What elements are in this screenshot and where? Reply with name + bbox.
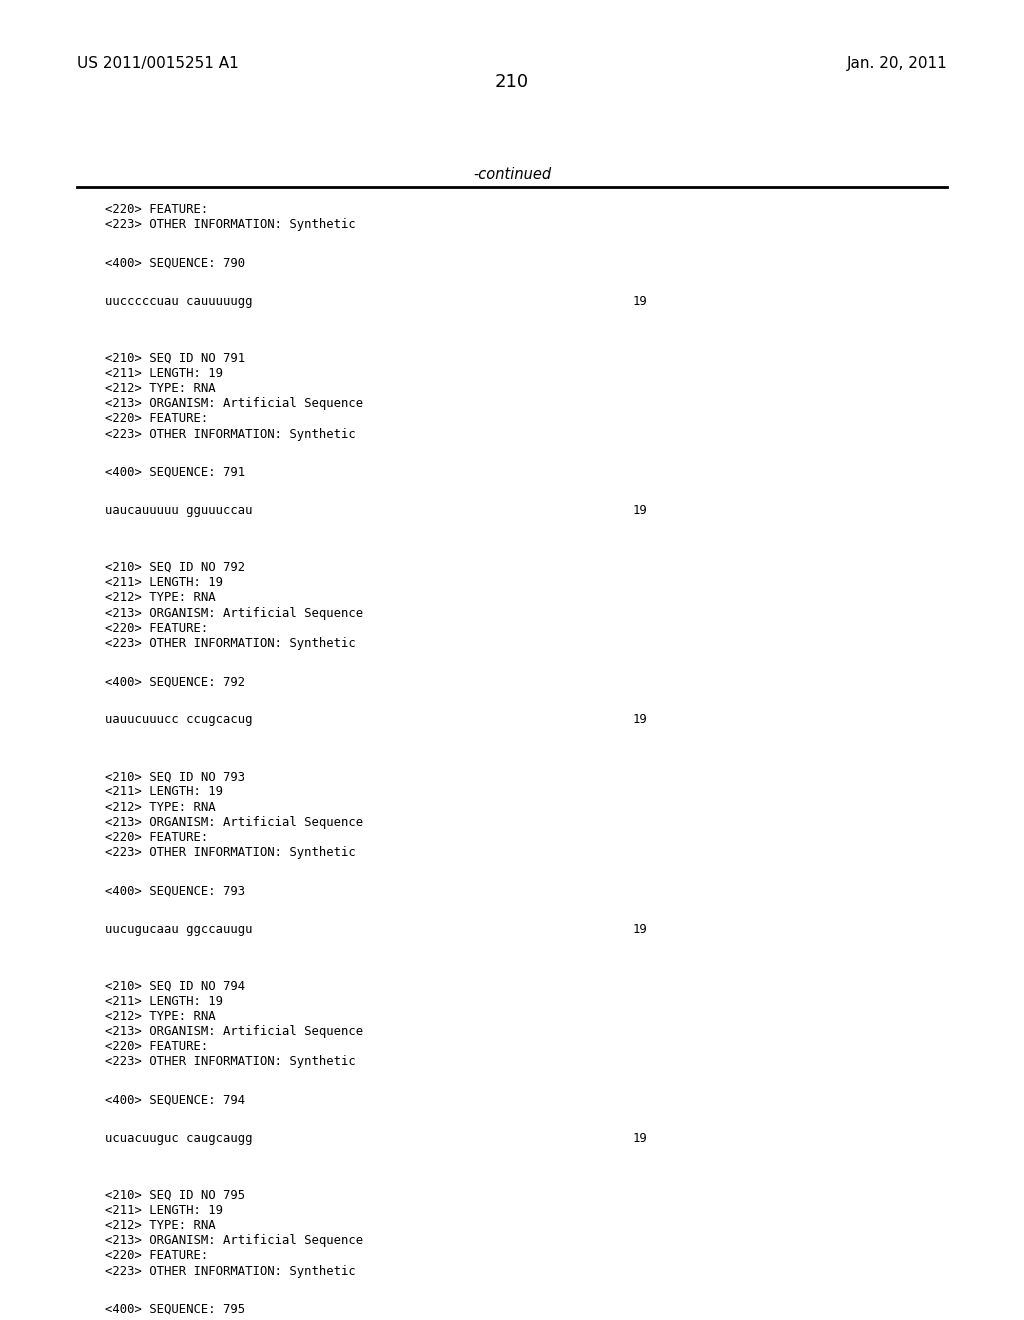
Text: <220> FEATURE:: <220> FEATURE: <box>105 830 209 843</box>
Text: <212> TYPE: RNA: <212> TYPE: RNA <box>105 800 216 813</box>
Text: <223> OTHER INFORMATION: Synthetic: <223> OTHER INFORMATION: Synthetic <box>105 636 356 649</box>
Text: <211> LENGTH: 19: <211> LENGTH: 19 <box>105 994 223 1007</box>
Text: <211> LENGTH: 19: <211> LENGTH: 19 <box>105 576 223 589</box>
Text: 19: 19 <box>633 923 647 936</box>
Text: uauucuuucc ccugcacug: uauucuuucc ccugcacug <box>105 713 253 726</box>
Text: <220> FEATURE:: <220> FEATURE: <box>105 412 209 425</box>
Text: <213> ORGANISM: Artificial Sequence: <213> ORGANISM: Artificial Sequence <box>105 1024 364 1038</box>
Text: <223> OTHER INFORMATION: Synthetic: <223> OTHER INFORMATION: Synthetic <box>105 1055 356 1068</box>
Text: <223> OTHER INFORMATION: Synthetic: <223> OTHER INFORMATION: Synthetic <box>105 218 356 231</box>
Text: <400> SEQUENCE: 794: <400> SEQUENCE: 794 <box>105 1093 246 1106</box>
Text: <220> FEATURE:: <220> FEATURE: <box>105 1249 209 1262</box>
Text: <210> SEQ ID NO 792: <210> SEQ ID NO 792 <box>105 561 246 574</box>
Text: <212> TYPE: RNA: <212> TYPE: RNA <box>105 591 216 605</box>
Text: <211> LENGTH: 19: <211> LENGTH: 19 <box>105 1204 223 1217</box>
Text: <211> LENGTH: 19: <211> LENGTH: 19 <box>105 785 223 799</box>
Text: 19: 19 <box>633 713 647 726</box>
Text: <212> TYPE: RNA: <212> TYPE: RNA <box>105 1218 216 1232</box>
Text: <223> OTHER INFORMATION: Synthetic: <223> OTHER INFORMATION: Synthetic <box>105 428 356 441</box>
Text: <220> FEATURE:: <220> FEATURE: <box>105 622 209 635</box>
Text: uucccccuau cauuuuugg: uucccccuau cauuuuugg <box>105 294 253 308</box>
Text: 19: 19 <box>633 504 647 517</box>
Text: <400> SEQUENCE: 792: <400> SEQUENCE: 792 <box>105 675 246 688</box>
Text: 210: 210 <box>495 73 529 91</box>
Text: <213> ORGANISM: Artificial Sequence: <213> ORGANISM: Artificial Sequence <box>105 397 364 411</box>
Text: ucuacuuguc caugcaugg: ucuacuuguc caugcaugg <box>105 1131 253 1144</box>
Text: <400> SEQUENCE: 793: <400> SEQUENCE: 793 <box>105 884 246 898</box>
Text: -continued: -continued <box>473 166 551 182</box>
Text: <400> SEQUENCE: 791: <400> SEQUENCE: 791 <box>105 466 246 479</box>
Text: uaucauuuuu gguuuccau: uaucauuuuu gguuuccau <box>105 504 253 517</box>
Text: <212> TYPE: RNA: <212> TYPE: RNA <box>105 381 216 395</box>
Text: <211> LENGTH: 19: <211> LENGTH: 19 <box>105 367 223 380</box>
Text: <220> FEATURE:: <220> FEATURE: <box>105 1040 209 1053</box>
Text: <213> ORGANISM: Artificial Sequence: <213> ORGANISM: Artificial Sequence <box>105 606 364 619</box>
Text: 19: 19 <box>633 1131 647 1144</box>
Text: <210> SEQ ID NO 794: <210> SEQ ID NO 794 <box>105 979 246 993</box>
Text: <223> OTHER INFORMATION: Synthetic: <223> OTHER INFORMATION: Synthetic <box>105 846 356 859</box>
Text: uucugucaau ggccauugu: uucugucaau ggccauugu <box>105 923 253 936</box>
Text: <213> ORGANISM: Artificial Sequence: <213> ORGANISM: Artificial Sequence <box>105 1234 364 1247</box>
Text: <223> OTHER INFORMATION: Synthetic: <223> OTHER INFORMATION: Synthetic <box>105 1265 356 1278</box>
Text: <400> SEQUENCE: 795: <400> SEQUENCE: 795 <box>105 1303 246 1316</box>
Text: 19: 19 <box>633 294 647 308</box>
Text: US 2011/0015251 A1: US 2011/0015251 A1 <box>77 55 239 71</box>
Text: Jan. 20, 2011: Jan. 20, 2011 <box>847 55 947 71</box>
Text: <210> SEQ ID NO 791: <210> SEQ ID NO 791 <box>105 351 246 364</box>
Text: <220> FEATURE:: <220> FEATURE: <box>105 203 209 216</box>
Text: <210> SEQ ID NO 795: <210> SEQ ID NO 795 <box>105 1188 246 1201</box>
Text: <400> SEQUENCE: 790: <400> SEQUENCE: 790 <box>105 256 246 269</box>
Text: <213> ORGANISM: Artificial Sequence: <213> ORGANISM: Artificial Sequence <box>105 816 364 829</box>
Text: <210> SEQ ID NO 793: <210> SEQ ID NO 793 <box>105 770 246 783</box>
Text: <212> TYPE: RNA: <212> TYPE: RNA <box>105 1010 216 1023</box>
